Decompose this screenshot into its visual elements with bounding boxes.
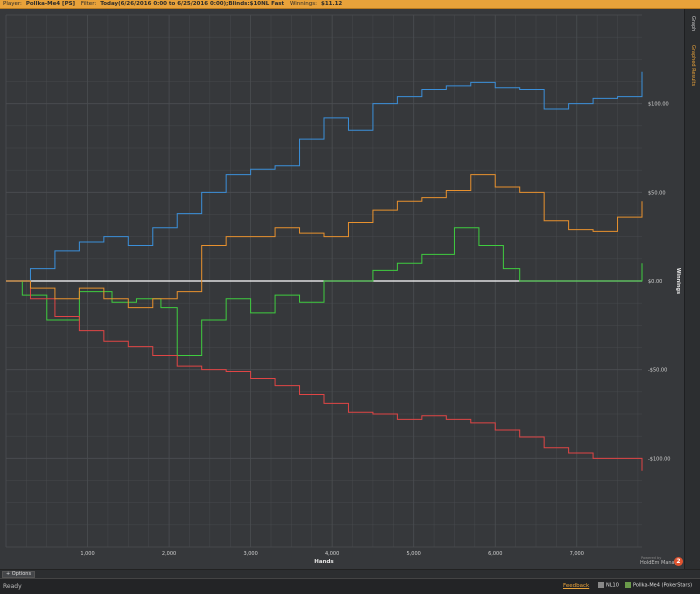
player-value[interactable]: Pollka-Me4 [PS] [25, 1, 76, 7]
hud-indicator[interactable]: NL10 [598, 582, 619, 589]
y-tick-label: $50.00 [648, 190, 666, 196]
winnings-value: $11.12 [321, 1, 343, 7]
series-line-showdown [6, 71, 643, 282]
chart-svg: 1,000 2,000 3,000 4,000 5,000 6,000 7,000 $100.… [5, 14, 681, 565]
series-line-net-won [6, 227, 643, 356]
player-icon [625, 582, 631, 588]
series-line-all-in-ev [6, 174, 643, 309]
x-tick-label: 4,000 [325, 551, 339, 557]
player-status-label: Pollka-Me4 (PokerStars) [633, 582, 693, 589]
player-label: Player: [3, 1, 22, 7]
x-tick-label: 5,000 [407, 551, 421, 557]
tab-graph[interactable]: Graph [690, 16, 696, 32]
y-tick-label: $0.00 [648, 279, 662, 285]
x-tick-label: 6,000 [488, 551, 502, 557]
options-button[interactable]: + Options [2, 571, 36, 578]
options-bar: + Options [0, 569, 700, 578]
y-axis-label: Winnings [675, 268, 681, 294]
brand-name: HoldEm Manager [640, 560, 683, 566]
filter-bar: Player: Pollka-Me4 [PS] Filter: Today(6/26… [0, 0, 700, 9]
feedback-link[interactable]: Feedback [563, 583, 590, 589]
brand-logo-icon: 2 [674, 557, 683, 566]
x-tick-label: 2,000 [162, 551, 176, 557]
series-line-non-showdown [6, 280, 643, 471]
filter-value[interactable]: Today(6/26/2016 0:00 to 6/25/2016 0:00);… [100, 1, 285, 7]
brand-logo-area: Powered by HoldEm Manager 2 [640, 556, 684, 568]
player-indicator[interactable]: Pollka-Me4 (PokerStars) [625, 582, 692, 589]
tab-graphed-results[interactable]: Graphed Results [690, 45, 696, 87]
y-tick-label: $100.00 [648, 102, 669, 108]
options-label: Options [11, 571, 32, 577]
winnings-graph: 1,000 2,000 3,000 4,000 5,000 6,000 7,000 $100.… [0, 9, 684, 569]
x-tick-label: 3,000 [243, 551, 257, 557]
winnings-label: Winnings: [289, 1, 317, 7]
x-tick-label: 7,000 [570, 551, 584, 557]
hud-icon [598, 582, 604, 588]
filter-label: Filter: [80, 1, 97, 7]
y-tick-label: -$100.00 [648, 456, 670, 462]
brand-powered-by: Powered by [641, 556, 662, 560]
y-tick-label: -$50.00 [648, 368, 667, 374]
status-text: Ready [3, 583, 22, 590]
right-sidebar: Graph Graphed Results [684, 9, 700, 569]
status-bar: Ready Feedback NL10 Pollka-Me4 (PokerSta… [0, 578, 700, 594]
x-tick-label: 1,000 [80, 551, 94, 557]
hud-label: NL10 [606, 582, 619, 589]
x-axis-label: Hands [314, 559, 334, 565]
